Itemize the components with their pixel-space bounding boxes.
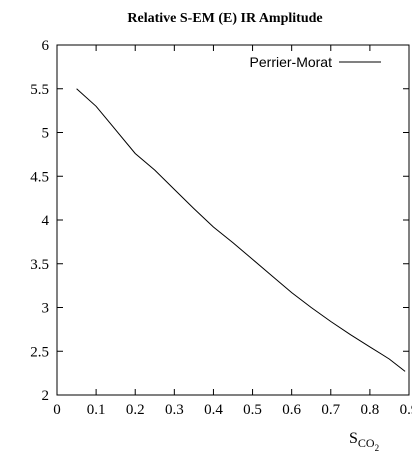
y-tick-label: 4	[42, 213, 50, 229]
y-axis-tick-labels: 2 2.5 3 3.5 4 4.5 5 5.5 6	[30, 38, 49, 404]
x-tick-label: 0	[53, 402, 61, 418]
x-tick-label: 0.9	[400, 402, 412, 418]
y-tick-label: 4.5	[30, 169, 49, 185]
x-tick-label: 0.7	[321, 402, 340, 418]
y-tick-label: 6	[42, 38, 50, 54]
y-tick-label: 5	[42, 126, 50, 142]
chart-title: Relative S-EM (E) IR Amplitude	[127, 11, 322, 26]
x-tick-label: 0.8	[361, 402, 380, 418]
y-axis-ticks	[57, 44, 409, 396]
y-tick-label: 3	[42, 301, 50, 317]
x-axis-tick-labels: 0 0.1 0.2 0.3 0.4 0.5 0.6 0.7 0.8 0.9	[53, 402, 412, 418]
x-tick-label: 0.1	[87, 402, 106, 418]
y-tick-label: 3.5	[30, 257, 49, 273]
x-tick-label: 0.4	[204, 402, 223, 418]
x-axis-ticks	[56, 45, 410, 395]
x-axis-label-base: S	[349, 430, 358, 447]
legend-label: Perrier-Morat	[250, 54, 333, 70]
x-axis-label: SCO2	[349, 430, 379, 453]
x-tick-label: 0.5	[243, 402, 262, 418]
y-tick-label: 2	[42, 388, 50, 404]
y-tick-label: 5.5	[30, 82, 49, 98]
x-tick-label: 0.6	[282, 402, 301, 418]
plot-frame	[56, 44, 410, 396]
x-axis-label-subsub: 2	[375, 443, 380, 453]
x-axis-label-sub: CO	[358, 436, 375, 450]
series-line-perrier-morat	[76, 88, 406, 372]
y-tick-label: 2.5	[30, 344, 49, 360]
legend: Perrier-Morat	[250, 54, 381, 70]
x-tick-label: 0.3	[165, 402, 184, 418]
x-tick-label: 0.2	[126, 402, 145, 418]
